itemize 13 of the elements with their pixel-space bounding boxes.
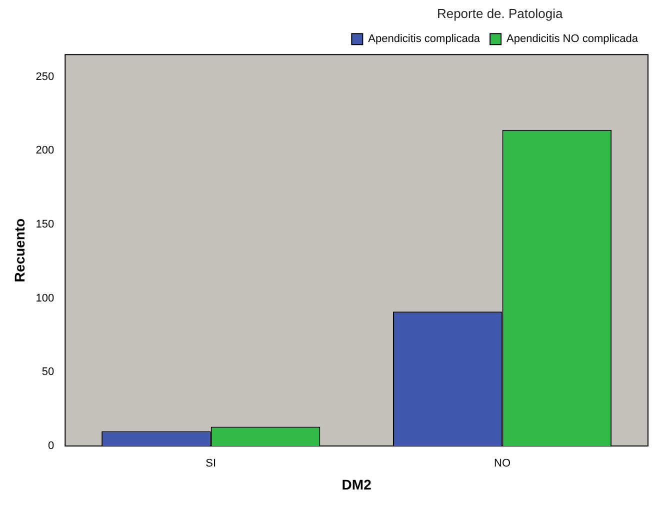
y-tick-label: 250 bbox=[36, 70, 54, 83]
x-axis-title: DM2 bbox=[342, 476, 372, 492]
y-tick-label: 50 bbox=[42, 366, 54, 378]
x-tick-label: SI bbox=[206, 458, 216, 470]
x-tick-label: NO bbox=[494, 458, 511, 470]
y-tick-label: 200 bbox=[36, 144, 54, 157]
legend-title: Reporte de. Patologia bbox=[436, 6, 564, 22]
legend-label: Apendicitis NO complicada bbox=[506, 33, 639, 46]
legend-label: Apendicitis complicada bbox=[368, 33, 481, 46]
y-axis-title: Recuento bbox=[11, 218, 28, 282]
y-tick-label: 100 bbox=[36, 292, 54, 304]
y-tick-label: 0 bbox=[48, 440, 54, 452]
y-tick-label: 150 bbox=[36, 218, 54, 230]
